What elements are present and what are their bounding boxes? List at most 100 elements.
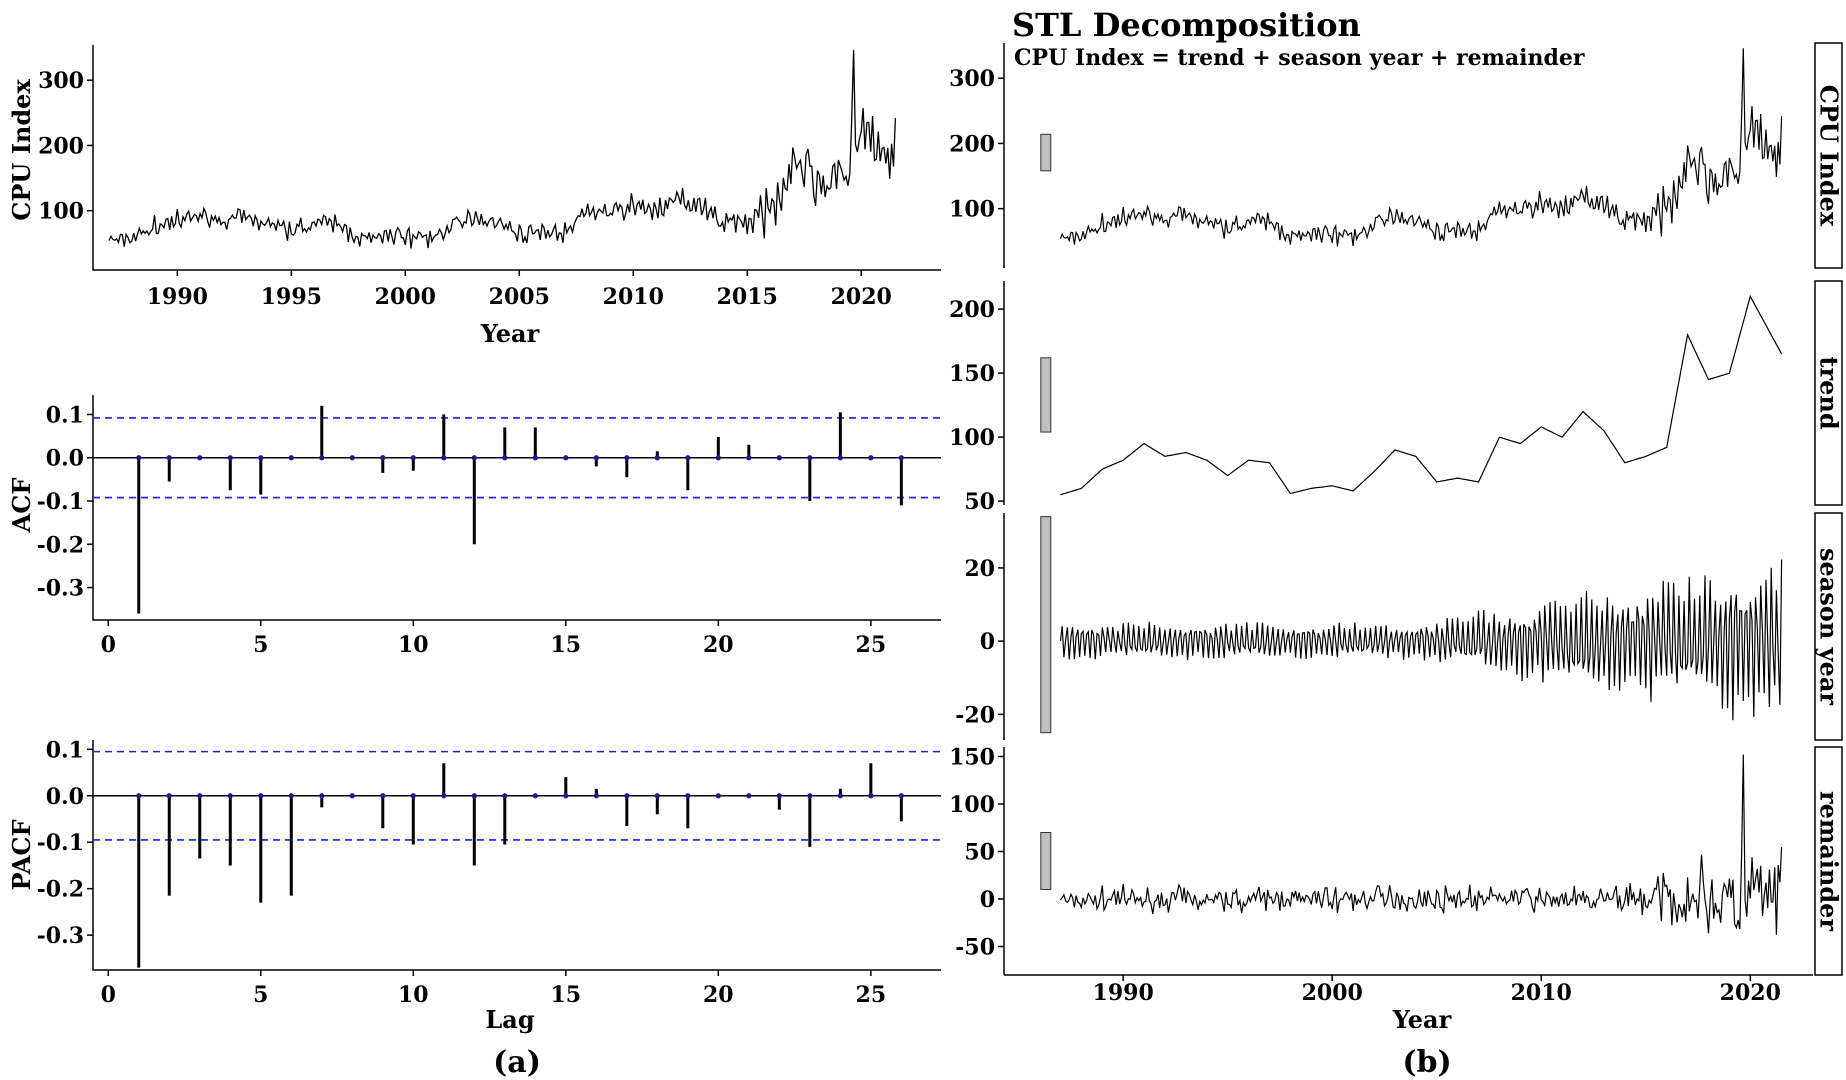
acf-y-ticks: 0.1 0.0 -0.1 -0.2 -0.3 bbox=[37, 402, 93, 602]
stl-y-tick-label: 100 bbox=[949, 197, 995, 223]
pacf-bar-point-lag-8 bbox=[349, 793, 355, 799]
pacf-bar-point-lag-13 bbox=[502, 793, 508, 799]
stl-x-tick-label: 1990 bbox=[1093, 980, 1154, 1006]
stl-subtitle: CPU Index = trend + season year + remain… bbox=[1014, 45, 1585, 71]
pacf-x-tick-label: 5 bbox=[253, 982, 268, 1008]
pacf-x-ticks: 0 5 10 15 20 25 bbox=[101, 970, 887, 1008]
pacf-bar-point-lag-7 bbox=[319, 793, 325, 799]
stl-y-tick-label: -50 bbox=[955, 935, 995, 961]
stl-scale-bar bbox=[1040, 832, 1052, 890]
pacf-bar-point-lag-15 bbox=[563, 793, 569, 799]
stl-y-tick-label: 300 bbox=[949, 66, 995, 92]
stl-x-tick-label: 2020 bbox=[1720, 980, 1781, 1006]
stl-y-tick-label: 0 bbox=[980, 629, 995, 655]
acf-bar-point-lag-21 bbox=[746, 455, 752, 461]
acf-y-tick-label: -0.3 bbox=[37, 576, 84, 602]
acf-y-tick-label: -0.1 bbox=[37, 489, 84, 515]
pacf-bar-point-lag-9 bbox=[380, 793, 386, 799]
stl-strip-box bbox=[1814, 42, 1843, 269]
stl-panel-cpu: 100 200 300 CPU Index bbox=[949, 42, 1844, 269]
stl-panel-remainder: 150 100 50 0 -50 remainder bbox=[949, 745, 1844, 976]
stl-panel-season: 20 0 -20 season year bbox=[955, 512, 1844, 741]
pacf-x-axis-label: Lag bbox=[485, 1005, 534, 1034]
stl-panel-trend: 50 100 150 200 trend bbox=[949, 280, 1844, 515]
pacf-axes bbox=[92, 740, 941, 971]
pacf-bar-point-lag-16 bbox=[593, 793, 599, 799]
stl-strip-box bbox=[1814, 746, 1843, 976]
acf-bar-point-lag-10 bbox=[410, 455, 416, 461]
stl-decomposition-chart: STL Decomposition CPU Index = trend + se… bbox=[949, 6, 1843, 1034]
pacf-bar-point-lag-19 bbox=[685, 793, 691, 799]
stl-y-tick-label: 20 bbox=[964, 556, 995, 582]
pacf-bar-point-lag-12 bbox=[471, 793, 477, 799]
pacf-bar-point-lag-26 bbox=[898, 793, 904, 799]
cpu-y-tick-label: 100 bbox=[38, 199, 84, 225]
acf-bar-point-lag-15 bbox=[563, 455, 569, 461]
stl-remainder-line bbox=[1059, 754, 1783, 935]
stl-strip-label: season year bbox=[1815, 548, 1844, 705]
acf-bar-point-lag-23 bbox=[807, 455, 813, 461]
pacf-y-ticks: 0.1 0.0 -0.1 -0.2 -0.3 bbox=[37, 737, 93, 949]
stl-y-tick-label: 100 bbox=[949, 425, 995, 451]
cpu-x-tick-label: 2015 bbox=[717, 284, 778, 310]
stl-y-tick-label: 200 bbox=[949, 297, 995, 323]
pacf-bar-point-lag-21 bbox=[746, 793, 752, 799]
stl-x-tick-label: 2010 bbox=[1511, 980, 1572, 1006]
cpu-x-tick-label: 2000 bbox=[375, 284, 436, 310]
stl-scale-bar bbox=[1040, 516, 1052, 734]
stl-scale-bar bbox=[1040, 133, 1052, 172]
acf-bar-point-lag-8 bbox=[349, 455, 355, 461]
pacf-bar-point-lag-4 bbox=[227, 793, 233, 799]
cpu-x-ticks: 1990 1995 2000 2005 2010 2015 2020 bbox=[147, 270, 892, 310]
stl-strip-box bbox=[1814, 280, 1843, 506]
pacf-x-tick-label: 10 bbox=[398, 982, 429, 1008]
acf-bar-point-lag-16 bbox=[593, 455, 599, 461]
stl-season-line bbox=[1059, 559, 1783, 721]
stl-y-tick-label: 50 bbox=[964, 489, 995, 515]
acf-bar-point-lag-12 bbox=[471, 455, 477, 461]
acf-bar-point-lag-6 bbox=[288, 455, 294, 461]
cpu-axes bbox=[92, 45, 941, 271]
acf-y-tick-label: -0.2 bbox=[37, 532, 84, 558]
pacf-bar-point-lag-1 bbox=[136, 793, 142, 799]
acf-bar-point-lag-13 bbox=[502, 455, 508, 461]
acf-x-tick-label: 10 bbox=[398, 632, 429, 658]
pacf-bar-point-lag-10 bbox=[410, 793, 416, 799]
cpu-y-axis-label: CPU Index bbox=[7, 79, 36, 221]
cpu-x-tick-label: 2005 bbox=[489, 284, 550, 310]
stl-x-axis-label: Year bbox=[1392, 1005, 1452, 1034]
acf-bar-point-lag-2 bbox=[166, 455, 172, 461]
acf-x-tick-label: 25 bbox=[856, 632, 887, 658]
acf-bar-point-lag-25 bbox=[868, 455, 874, 461]
acf-bar-point-lag-26 bbox=[898, 455, 904, 461]
cpu-x-tick-label: 1990 bbox=[147, 284, 208, 310]
pacf-y-tick-label: -0.2 bbox=[37, 877, 84, 903]
stl-strip-label: CPU Index bbox=[1815, 85, 1844, 227]
acf-bar-point-lag-4 bbox=[227, 455, 233, 461]
pacf-y-tick-label: 0.0 bbox=[46, 784, 84, 810]
acf-bar-point-lag-20 bbox=[715, 455, 721, 461]
stl-scale-bar bbox=[1040, 357, 1052, 433]
pacf-x-tick-label: 15 bbox=[550, 982, 581, 1008]
pacf-y-tick-label: -0.3 bbox=[37, 923, 84, 949]
acf-x-ticks: 0 5 10 15 20 25 bbox=[101, 620, 887, 658]
stl-title: STL Decomposition bbox=[1012, 6, 1361, 44]
acf-y-tick-label: 0.1 bbox=[46, 402, 84, 428]
stl-strip-label: remainder bbox=[1815, 791, 1844, 931]
acf-bar-point-lag-14 bbox=[532, 455, 538, 461]
cpu-x-tick-label: 2010 bbox=[603, 284, 664, 310]
acf-bar-point-lag-3 bbox=[197, 455, 203, 461]
acf-bars bbox=[136, 405, 904, 614]
cpu-y-tick-label: 300 bbox=[38, 68, 84, 94]
pacf-bar-point-lag-22 bbox=[776, 793, 782, 799]
stl-x-tick-label: 2000 bbox=[1302, 980, 1363, 1006]
pacf-x-tick-label: 25 bbox=[856, 982, 887, 1008]
acf-bar-point-lag-7 bbox=[319, 455, 325, 461]
pacf-y-tick-label: 0.1 bbox=[46, 737, 84, 763]
cpu-index-series-line bbox=[108, 50, 897, 249]
pacf-bar-point-lag-23 bbox=[807, 793, 813, 799]
acf-axes bbox=[92, 395, 941, 621]
caption-b: (b) bbox=[1402, 1045, 1451, 1080]
stl-cpu-line bbox=[1059, 48, 1783, 247]
pacf-bar-point-lag-3 bbox=[197, 793, 203, 799]
